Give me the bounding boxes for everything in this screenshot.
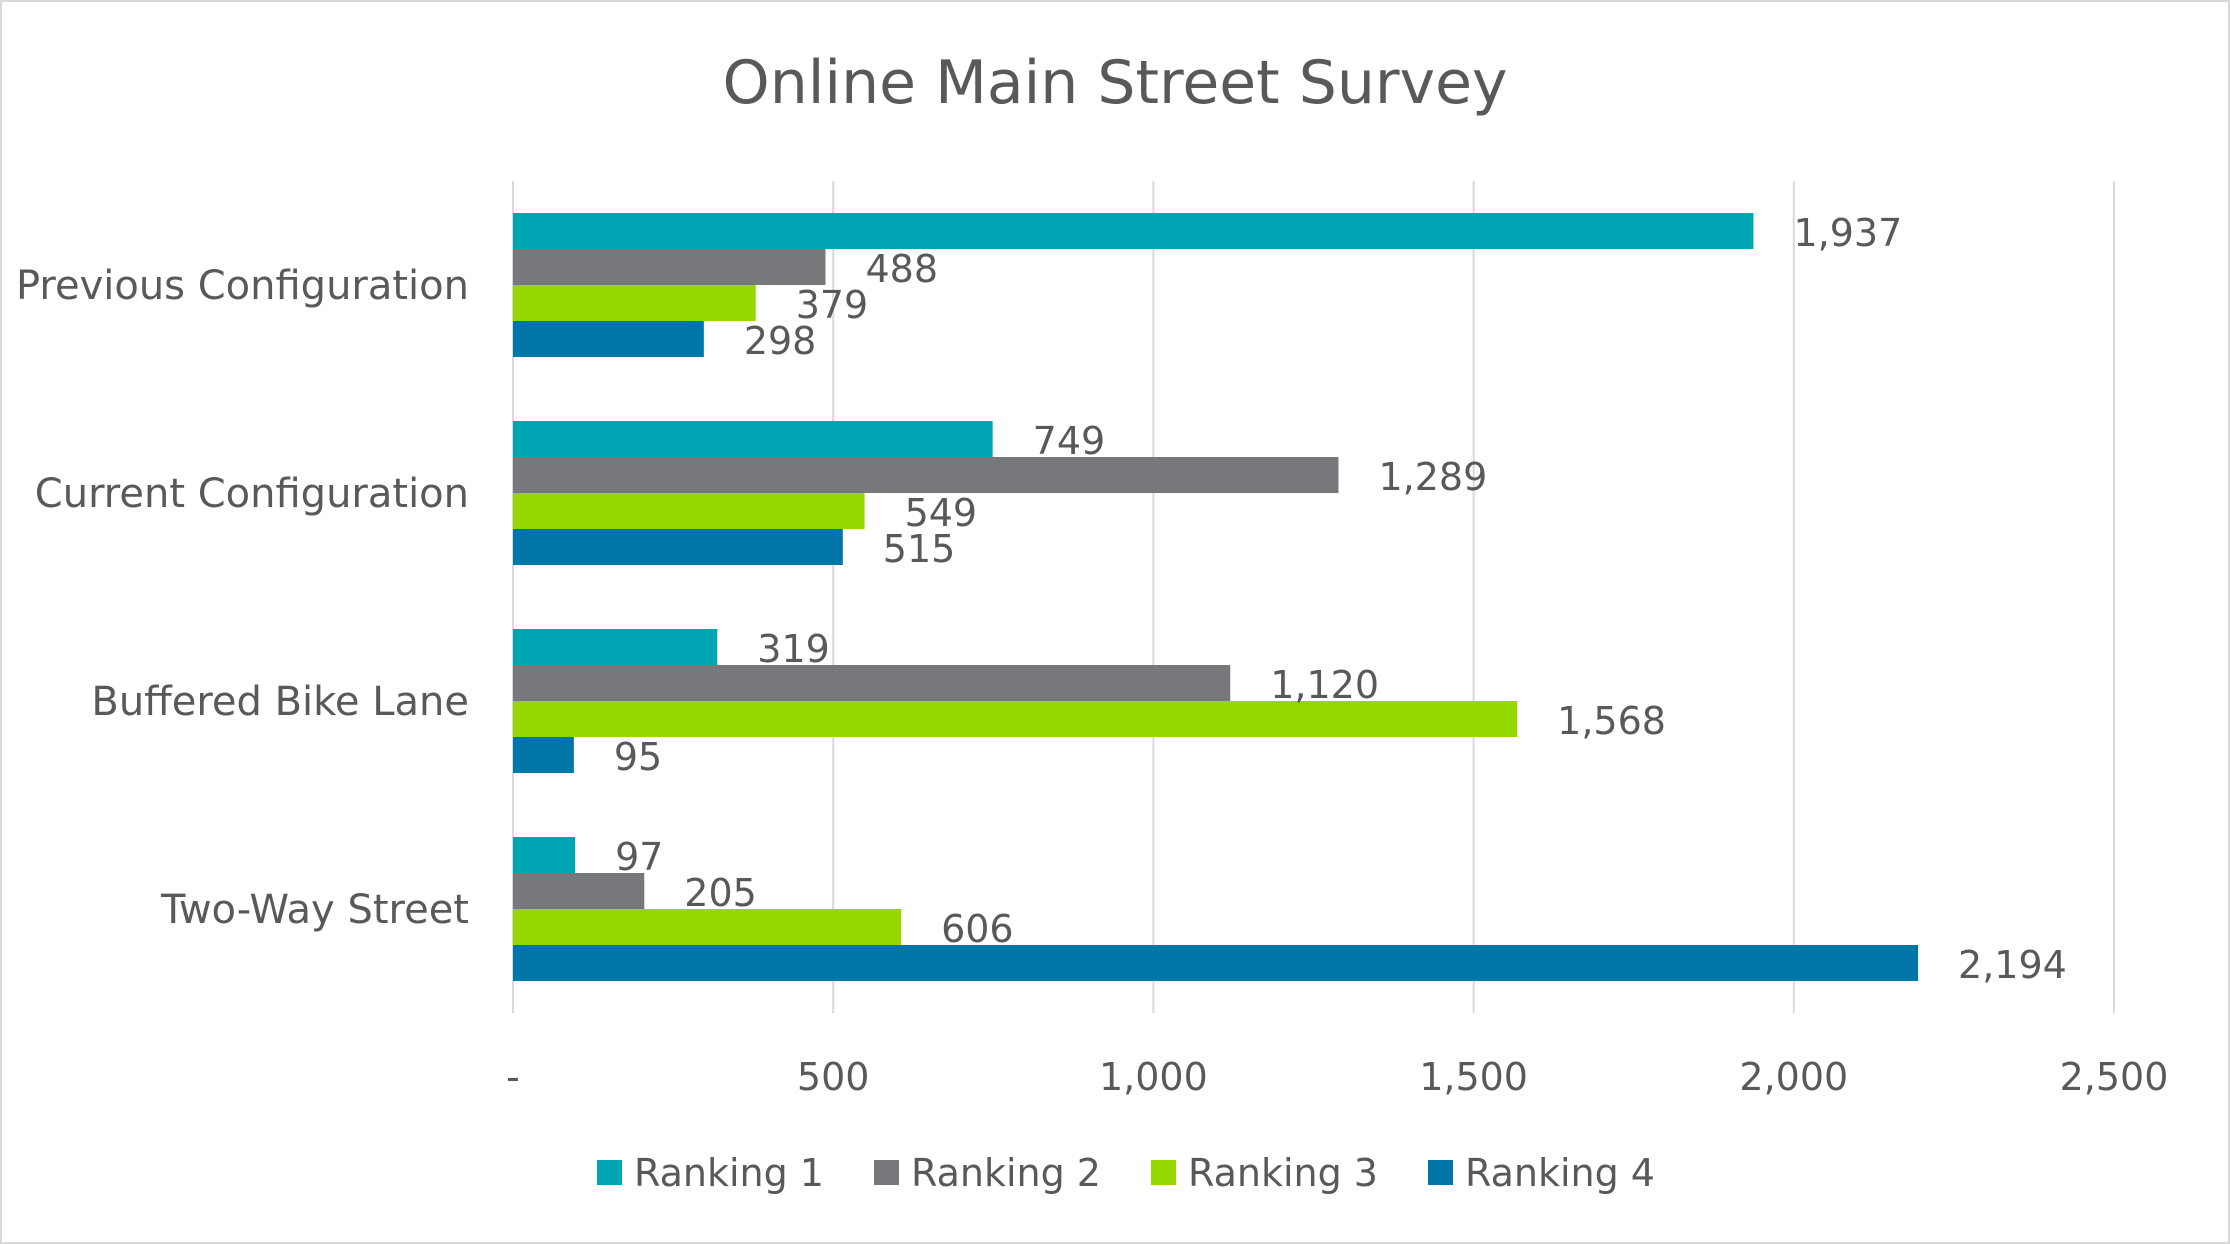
category-label: Previous Configuration bbox=[16, 263, 469, 309]
data-label: 606 bbox=[941, 907, 1014, 951]
bar bbox=[513, 945, 1919, 981]
legend-label: Ranking 2 bbox=[911, 1151, 1101, 1195]
bar bbox=[513, 321, 704, 357]
bar bbox=[513, 457, 1339, 493]
x-tick-label: 500 bbox=[797, 1055, 870, 1099]
category-label: Two-Way Street bbox=[160, 887, 469, 933]
bar bbox=[513, 909, 902, 945]
category-labels: Previous Configuration Current Configurat… bbox=[16, 263, 469, 933]
x-tick-label: 2,500 bbox=[2060, 1055, 2169, 1099]
data-label: 549 bbox=[905, 491, 978, 535]
x-tick-label: 1,000 bbox=[1099, 1055, 1208, 1099]
bar bbox=[513, 837, 576, 873]
data-label: 1,568 bbox=[1557, 699, 1666, 743]
category-label: Current Configuration bbox=[35, 471, 469, 517]
bar bbox=[513, 529, 843, 565]
data-label: 205 bbox=[684, 871, 757, 915]
x-tick-labels: - 500 1,000 1,500 2,000 2,500 bbox=[506, 1055, 2168, 1099]
data-label: 1,120 bbox=[1270, 663, 1379, 707]
bar bbox=[513, 665, 1231, 701]
data-label: 1,937 bbox=[1793, 211, 1902, 255]
legend-item-1: Ranking 1 bbox=[597, 1151, 824, 1195]
bar bbox=[513, 493, 865, 529]
bar bbox=[513, 213, 1754, 249]
data-label: 488 bbox=[866, 247, 939, 291]
data-label: 1,289 bbox=[1378, 455, 1487, 499]
data-label: 379 bbox=[796, 283, 869, 327]
x-tick-label: 2,000 bbox=[1739, 1055, 1848, 1099]
data-label: 95 bbox=[614, 735, 662, 779]
bar bbox=[513, 629, 718, 665]
x-tick-label: - bbox=[506, 1055, 520, 1099]
legend-label: Ranking 4 bbox=[1465, 1151, 1655, 1195]
data-label: 319 bbox=[757, 627, 830, 671]
legend-item-4: Ranking 4 bbox=[1428, 1151, 1655, 1195]
legend: Ranking 1 Ranking 2 Ranking 3 Ranking 4 bbox=[597, 1151, 1655, 1195]
legend-label: Ranking 1 bbox=[634, 1151, 824, 1195]
data-label: 298 bbox=[744, 319, 817, 363]
legend-swatch bbox=[1428, 1160, 1453, 1185]
bar bbox=[513, 421, 993, 457]
legend-label: Ranking 3 bbox=[1188, 1151, 1378, 1195]
data-label: 749 bbox=[1033, 419, 1106, 463]
bar bbox=[513, 285, 756, 321]
legend-item-3: Ranking 3 bbox=[1151, 1151, 1378, 1195]
chart-title: Online Main Street Survey bbox=[722, 48, 1507, 118]
legend-swatch bbox=[1151, 1160, 1176, 1185]
legend-swatch bbox=[874, 1160, 899, 1185]
data-label: 515 bbox=[883, 527, 956, 571]
category-label: Buffered Bike Lane bbox=[91, 679, 469, 725]
legend-swatch bbox=[597, 1160, 622, 1185]
bars bbox=[513, 213, 1919, 981]
bar bbox=[513, 701, 1518, 737]
bar bbox=[513, 249, 826, 285]
x-tick-label: 1,500 bbox=[1419, 1055, 1528, 1099]
data-label: 2,194 bbox=[1958, 943, 2067, 987]
legend-item-2: Ranking 2 bbox=[874, 1151, 1101, 1195]
bar bbox=[513, 873, 645, 909]
bar bbox=[513, 737, 574, 773]
data-label: 97 bbox=[615, 835, 663, 879]
